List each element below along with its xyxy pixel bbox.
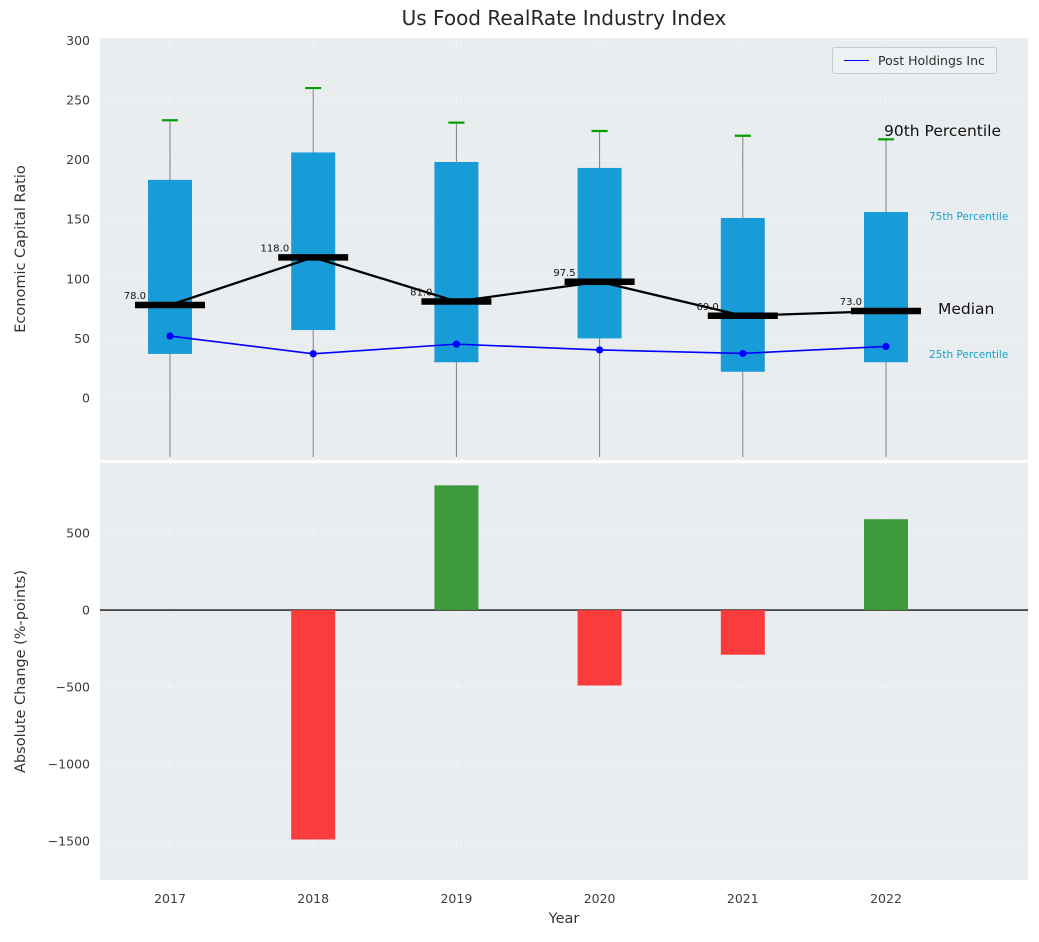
iqr-box-2020 xyxy=(577,167,622,339)
company-point-2020 xyxy=(596,346,604,354)
y-tick-label: −1500 xyxy=(48,834,90,849)
company-point-2019 xyxy=(452,340,460,348)
legend-label: Post Holdings Inc xyxy=(878,53,985,68)
y-tick-label: 500 xyxy=(66,526,90,541)
change-bar-2019 xyxy=(434,485,479,611)
x-tick-label: 2021 xyxy=(727,891,759,906)
y-tick-label: 50 xyxy=(74,331,90,346)
company-point-2017 xyxy=(166,332,174,340)
company-point-2022 xyxy=(882,342,890,350)
x-tick-label: 2017 xyxy=(154,891,186,906)
median-value-label: 81.0 xyxy=(410,287,432,298)
y-tick-label: 100 xyxy=(66,271,90,286)
x-tick-label: 2020 xyxy=(584,891,616,906)
y-tick-label: −1000 xyxy=(48,757,90,772)
median-value-label: 73.0 xyxy=(840,297,862,308)
change-bar-2020 xyxy=(577,610,622,686)
y-tick-label: 250 xyxy=(66,92,90,107)
company-point-2021 xyxy=(739,349,747,358)
change-bar-2022 xyxy=(864,519,908,611)
median-value-label: 97.5 xyxy=(553,268,575,279)
annotation-25th-percentile: 25th Percentile xyxy=(929,349,1009,362)
x-tick-label: 2019 xyxy=(440,891,472,906)
y-tick-label: 300 xyxy=(66,33,90,48)
y-tick-label: 0 xyxy=(82,603,90,618)
x-tick-label: 2022 xyxy=(870,891,902,906)
company-point-2018 xyxy=(309,350,317,358)
iqr-box-2021 xyxy=(720,218,765,372)
y-tick-label: 200 xyxy=(66,152,90,167)
x-axis-label: Year xyxy=(548,911,580,927)
iqr-box-2017 xyxy=(148,179,192,354)
y-tick-label: 0 xyxy=(82,391,90,406)
y-tick-label: 150 xyxy=(66,212,90,227)
median-value-label: 118.0 xyxy=(261,243,290,254)
legend-line-sample xyxy=(844,60,869,61)
annotation-75th-percentile: 75th Percentile xyxy=(929,211,1009,223)
company-line xyxy=(169,335,887,355)
median-value-label: 78.0 xyxy=(124,291,146,302)
change-bar-2018 xyxy=(291,610,336,840)
annotation-90th-percentile: 90th Percentile xyxy=(884,122,1002,141)
iqr-box-2019 xyxy=(434,161,479,363)
x-tick-label: 2018 xyxy=(297,891,329,906)
iqr-box-2022 xyxy=(864,212,908,363)
top-y-axis-label: Economic Capital Ratio xyxy=(13,165,29,333)
chart-title: Us Food RealRate Industry Index xyxy=(401,6,727,30)
annotation-median: Median xyxy=(938,299,995,318)
median-value-label: 69.0 xyxy=(697,302,719,313)
legend: Post Holdings Inc xyxy=(832,47,997,74)
iqr-box-2018 xyxy=(291,152,336,331)
change-bar-2021 xyxy=(720,610,765,655)
bottom-y-axis-label: Absolute Change (%-points) xyxy=(13,570,29,773)
y-tick-label: −500 xyxy=(56,680,90,695)
